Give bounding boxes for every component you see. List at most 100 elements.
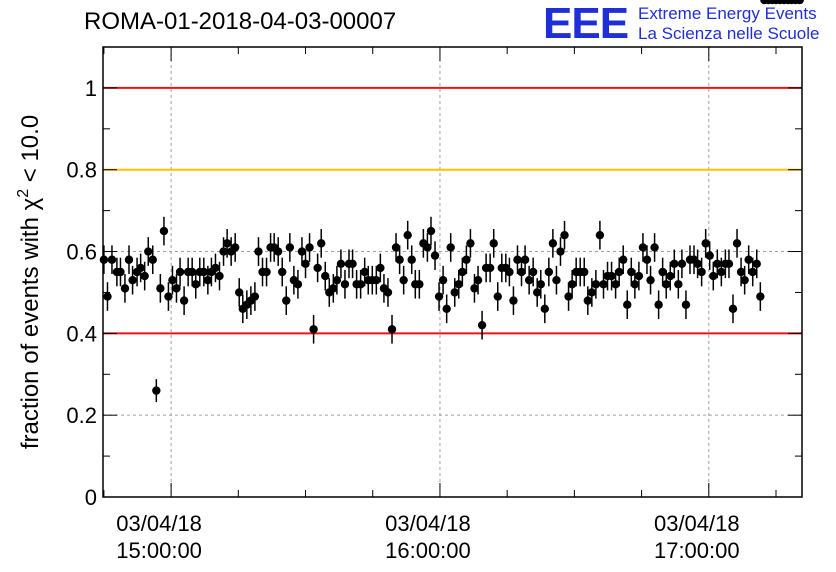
- y-tick-label: 0.4: [66, 321, 97, 346]
- data-point: [532, 288, 542, 297]
- eee-logo: EEE Extreme Energy Events La Scienza nel…: [543, 2, 833, 46]
- data-point: [509, 296, 518, 305]
- data-point: [599, 280, 608, 289]
- data-point: [442, 304, 451, 314]
- data-point: [705, 251, 714, 260]
- data-point: [607, 271, 616, 281]
- data-point: [168, 275, 177, 285]
- data-point: [438, 275, 448, 285]
- data-point: [732, 239, 742, 248]
- data-point: [376, 263, 385, 273]
- data-point: [674, 280, 683, 289]
- data-point: [383, 288, 393, 297]
- data-point: [356, 280, 365, 289]
- data-point: [423, 243, 432, 252]
- data-point: [329, 284, 338, 293]
- data-point: [348, 259, 357, 269]
- data-point: [458, 267, 467, 277]
- data-point: [434, 292, 444, 301]
- data-point: [564, 292, 573, 301]
- data-point: [360, 267, 369, 277]
- logo-line-2: La Scienza nelle Scuole: [638, 24, 820, 43]
- data-point: [124, 255, 134, 264]
- data-point: [623, 300, 632, 309]
- y-tick-label: 0.2: [66, 403, 97, 428]
- eee-logo-mark: EEE: [543, 0, 629, 48]
- data-point: [305, 243, 314, 252]
- y-tick-label: 0.8: [66, 158, 97, 183]
- data-point: [399, 275, 408, 285]
- data-point: [187, 267, 197, 277]
- data-point: [387, 325, 397, 334]
- data-point: [164, 292, 173, 301]
- data-point: [513, 255, 522, 264]
- data-point: [740, 275, 749, 285]
- data-point: [595, 230, 605, 240]
- data-point: [627, 267, 636, 277]
- data-point: [172, 284, 181, 293]
- data-point: [619, 255, 628, 264]
- data-point: [646, 275, 655, 285]
- x-tick-date-label: 03/04/18: [654, 511, 740, 536]
- y-axis-label: fraction of events with χ2 < 10.0: [15, 115, 44, 449]
- data-point: [795, 0, 804, 5]
- data-point: [426, 226, 436, 236]
- data-point: [313, 263, 322, 273]
- data-point: [99, 255, 109, 264]
- data-point: [297, 247, 307, 256]
- data-point: [285, 243, 295, 252]
- data-point: [560, 230, 569, 240]
- data-point: [278, 267, 287, 277]
- data-point: [724, 259, 734, 269]
- chart-title: ROMA-01-2018-04-03-00007: [84, 8, 397, 35]
- data-point: [666, 271, 675, 281]
- data-point: [293, 280, 303, 289]
- x-tick-date-label: 03/04/18: [116, 511, 202, 536]
- data-point: [235, 288, 244, 297]
- data-point: [136, 263, 145, 273]
- data-point: [321, 271, 330, 281]
- x-tick-time-label: 16:00:00: [385, 538, 471, 563]
- data-point: [407, 255, 416, 264]
- data-point: [156, 284, 165, 293]
- data-point: [536, 280, 545, 289]
- data-point: [473, 275, 483, 285]
- data-point: [222, 239, 232, 248]
- data-point: [430, 251, 440, 260]
- data-point: [728, 304, 738, 314]
- data-point: [630, 280, 640, 289]
- data-point: [159, 226, 169, 236]
- data-point: [116, 267, 125, 277]
- data-point: [493, 292, 502, 301]
- data-point: [215, 271, 224, 281]
- data-point: [544, 267, 554, 277]
- data-point: [219, 247, 228, 256]
- data-point: [583, 296, 593, 305]
- data-point: [701, 239, 710, 248]
- data-point: [548, 239, 558, 248]
- data-point: [693, 259, 702, 269]
- data-point: [273, 247, 283, 256]
- y-tick-label: 0.6: [66, 240, 97, 265]
- data-point: [638, 243, 648, 252]
- data-point: [528, 267, 538, 277]
- data-point: [567, 280, 577, 289]
- data-point: [713, 259, 722, 269]
- data-point: [175, 267, 185, 277]
- data-point: [254, 247, 263, 256]
- data-point: [614, 267, 624, 277]
- y-tick-label: 0: [85, 485, 97, 510]
- data-point: [650, 243, 659, 252]
- data-point: [152, 386, 161, 395]
- data-point: [697, 267, 706, 277]
- data-point: [140, 271, 149, 281]
- data-point: [520, 255, 530, 264]
- data-point: [634, 271, 644, 281]
- data-point: [462, 255, 471, 264]
- data-point: [591, 280, 601, 289]
- data-point: [642, 255, 652, 264]
- data-point: [332, 275, 342, 285]
- data-point: [391, 243, 401, 252]
- data-point: [301, 259, 310, 269]
